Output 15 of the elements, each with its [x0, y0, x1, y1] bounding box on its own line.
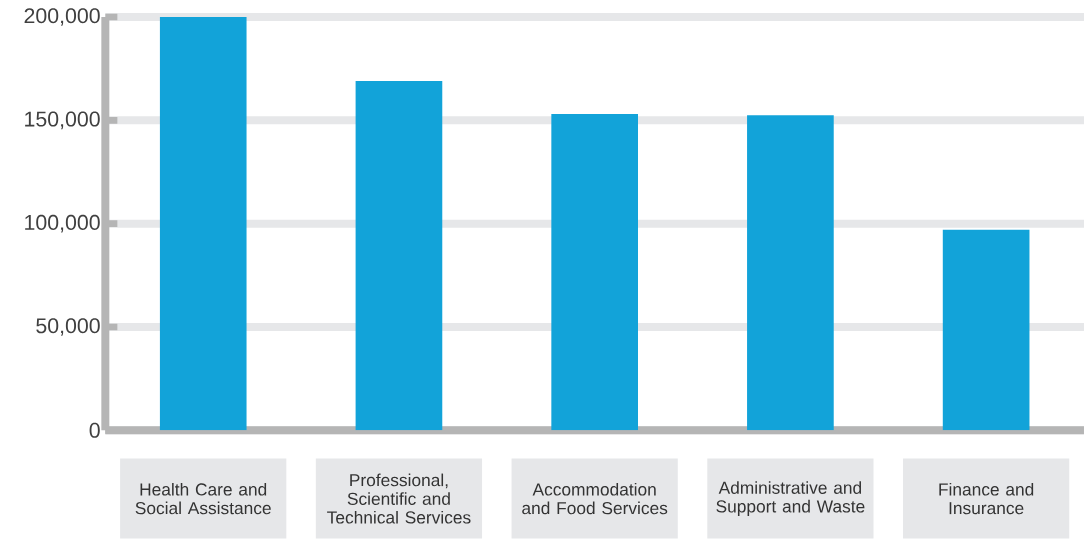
bar — [159, 16, 247, 431]
x-tick-label: Accommodation and Food Services — [522, 482, 668, 515]
y-tick-label: 100,000 — [25, 214, 100, 233]
bar — [355, 81, 443, 431]
y-tick-label: 150,000 — [25, 111, 100, 130]
y-tick-label: 200,000 — [24, 8, 100, 26]
x-tick-label: Administrative and Support and Waste — [716, 481, 865, 516]
bar — [942, 229, 1030, 431]
bar — [551, 114, 638, 431]
x-tick-label: Professional, Scientific and Technical Services — [327, 473, 471, 524]
x-tick-label: Finance and Insurance — [939, 482, 1034, 515]
bar — [747, 115, 834, 431]
y-tick-label: 50,000 — [36, 318, 100, 336]
x-tick-label: Health Care and Social Assistance — [135, 482, 271, 515]
y-tick-label: 0 — [89, 422, 100, 438]
